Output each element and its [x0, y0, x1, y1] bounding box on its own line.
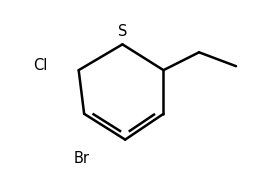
- Text: S: S: [118, 24, 127, 39]
- Text: Cl: Cl: [33, 58, 47, 73]
- Text: Br: Br: [73, 150, 89, 166]
